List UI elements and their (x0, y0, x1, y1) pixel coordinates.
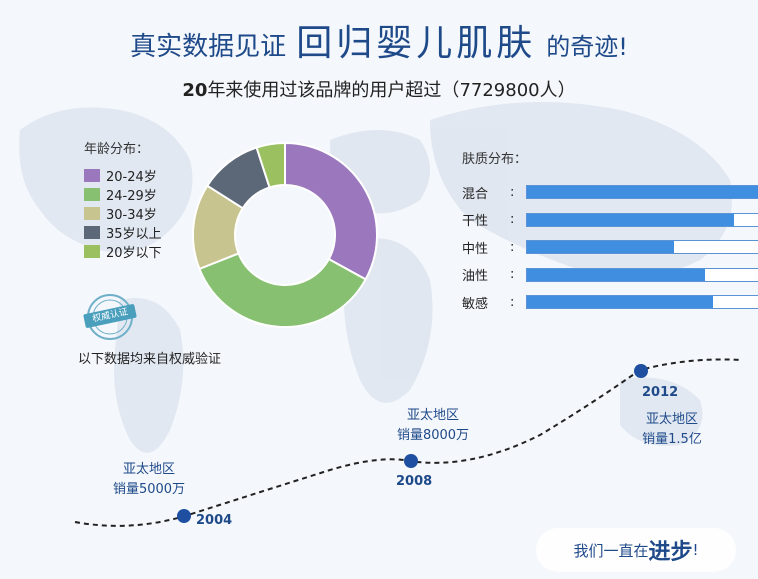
region-2008: 亚太地区 (406, 408, 459, 423)
source-note: 以下数据均来自权威验证 (78, 352, 222, 367)
certification-badge-icon (83, 294, 137, 340)
legend-item: 35岁以上 (84, 223, 162, 242)
legend-item: 24-29岁 (84, 185, 162, 204)
bar-fill (527, 296, 714, 308)
age-chart-title: 年龄分布： (84, 142, 150, 157)
legend-label: 35岁以上 (106, 227, 162, 242)
title-part-3: 的奇迹! (546, 33, 628, 61)
sales-2012: 销量1.5亿 (642, 432, 702, 447)
region-2012: 亚太地区 (645, 412, 698, 427)
legend-item: 20-24岁 (84, 166, 162, 185)
bar-colon: : (510, 294, 515, 310)
page-title: 真实数据见证 回归婴儿肌肤 的奇迹! (0, 14, 758, 66)
sales-2008: 销量8000万 (396, 428, 470, 443)
bar-label: 油性 (462, 269, 489, 284)
age-donut-chart (192, 141, 378, 328)
legend-label: 30-34岁 (106, 208, 157, 223)
subtitle-count: 7729800 (459, 80, 540, 101)
title-part-2: 回归婴儿肌肤 (296, 23, 537, 64)
user-count-subtitle: 20年来使用过该品牌的用户超过（7729800人） (0, 76, 758, 102)
bar-label: 中性 (462, 241, 489, 257)
legend-label: 20-24岁 (106, 170, 157, 185)
legend-swatch (84, 169, 100, 182)
motto-banner: 我们一直在 进步! (536, 528, 736, 572)
timeline-dot-2012 (634, 364, 648, 378)
timeline-label-2004: 亚太地区 销量5000万 (104, 460, 194, 500)
bar-fill (527, 241, 674, 253)
bar-row: 混合: (462, 183, 758, 202)
bar-row: 干性: (462, 211, 758, 229)
timeline-dot-2008 (404, 454, 418, 468)
skin-chart-title: 肤质分布： (462, 152, 528, 167)
donut-slice (255, 141, 286, 189)
timeline-label-2012: 亚太地区 销量1.5亿 (627, 410, 717, 450)
bar-track (526, 240, 758, 254)
bar-fill (527, 268, 706, 281)
year-2004: 2004 (196, 513, 233, 528)
title-part-1: 真实数据见证 (130, 32, 287, 62)
bar-track (526, 212, 758, 227)
subtitle-suffix: 人） (539, 80, 576, 101)
motto-prefix: 我们一直在 (573, 541, 649, 560)
timeline-label-2008: 亚太地区 销量8000万 (388, 406, 478, 446)
sales-2004: 销量5000万 (112, 482, 186, 497)
bar-label: 混合 (462, 186, 489, 202)
bar-fill (527, 186, 758, 198)
bar-colon: : (510, 184, 515, 200)
region-2004: 亚太地区 (122, 462, 175, 477)
bar-label: 敏感 (462, 296, 489, 312)
legend-item: 20岁以下 (84, 242, 162, 261)
age-legend: 20-24岁 24-29岁 30-34岁 35岁以上 20岁以下 (84, 166, 162, 261)
motto-suffix: ! (692, 541, 699, 559)
bar-track (526, 185, 758, 199)
timeline-dot-2004 (177, 509, 191, 523)
bar-label: 干性 (462, 214, 489, 229)
donut-slice (198, 252, 367, 328)
bar-row: 油性: (462, 266, 758, 284)
year-2012: 2012 (642, 385, 679, 400)
subtitle-text: 年来使用过该品牌的用户超过（ (207, 80, 460, 101)
legend-item: 30-34岁 (84, 204, 162, 223)
legend-label: 24-29岁 (106, 189, 157, 204)
bar-track (526, 267, 758, 282)
bar-colon: : (510, 212, 515, 227)
legend-swatch (84, 188, 100, 201)
bar-colon: : (510, 239, 515, 255)
donut-slice (284, 141, 378, 281)
legend-swatch (84, 245, 100, 258)
bar-track (526, 295, 758, 309)
year-2008: 2008 (396, 474, 433, 489)
bar-colon: : (510, 267, 515, 282)
subtitle-prefix: 20 (182, 80, 208, 101)
legend-swatch (84, 226, 100, 239)
bar-row: 敏感: (462, 293, 758, 312)
bar-row: 中性: (462, 238, 758, 257)
bar-fill (527, 213, 734, 226)
legend-swatch (84, 207, 100, 220)
motto-emphasis: 进步 (648, 540, 693, 565)
legend-label: 20岁以下 (106, 246, 162, 261)
